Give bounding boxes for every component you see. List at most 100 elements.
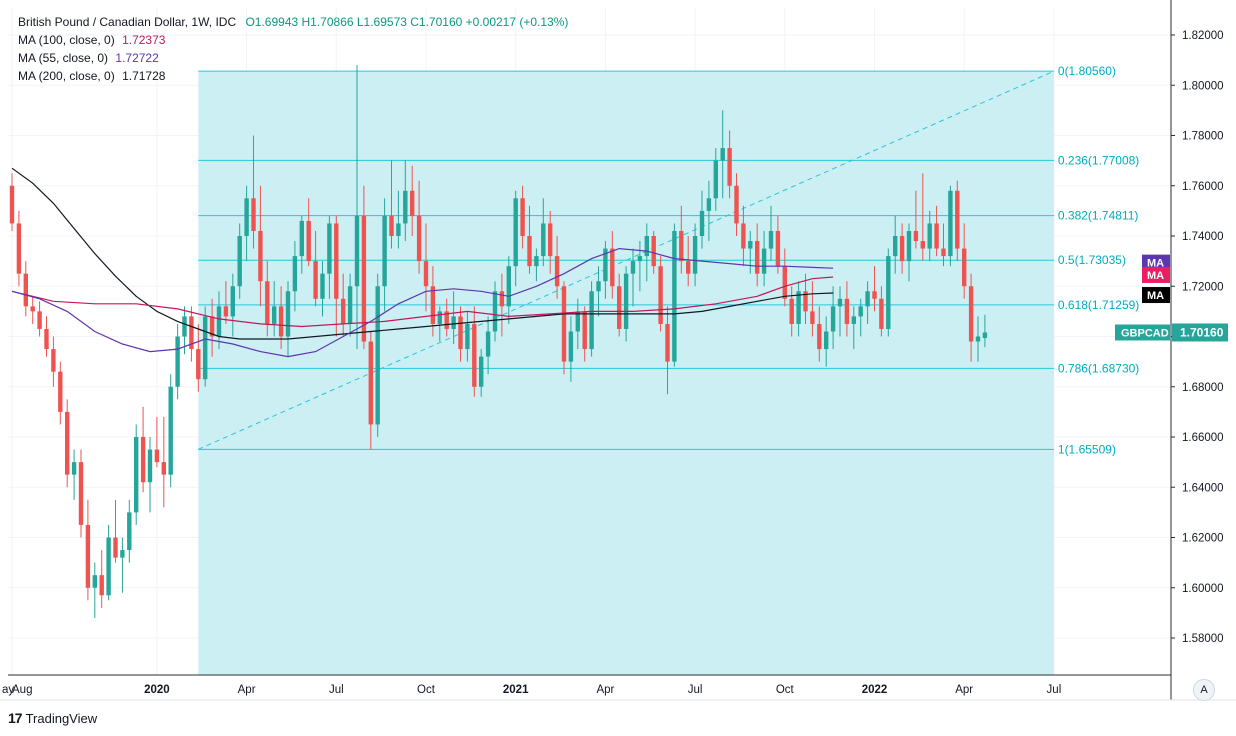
candle-up[interactable] [672, 230, 677, 362]
candle-down[interactable] [37, 311, 42, 329]
candle-up[interactable] [451, 316, 456, 329]
candle-down[interactable] [561, 286, 567, 362]
candle-up[interactable] [106, 537, 111, 596]
candle-down[interactable] [99, 575, 104, 596]
candle-down[interactable] [361, 215, 367, 342]
candle-up[interactable] [320, 273, 325, 299]
candle-down[interactable] [775, 230, 781, 267]
candle-down[interactable] [527, 236, 532, 267]
candle-down[interactable] [416, 215, 422, 262]
candle-up[interactable] [699, 210, 705, 236]
candle-down[interactable] [16, 223, 22, 274]
candle-down[interactable] [934, 223, 939, 249]
candle-down[interactable] [278, 306, 284, 337]
candle-down[interactable] [582, 311, 587, 350]
ma100-line[interactable] [11, 276, 834, 328]
candle-down[interactable] [679, 230, 684, 262]
candle-down[interactable] [9, 185, 15, 224]
candle-up[interactable] [824, 331, 829, 350]
candle-up[interactable] [589, 291, 594, 350]
candle-down[interactable] [341, 298, 346, 324]
candle-down[interactable] [741, 223, 746, 249]
candle-up[interactable] [768, 230, 774, 249]
candle-down[interactable] [23, 273, 28, 307]
candle-down[interactable] [548, 223, 553, 257]
candle-down[interactable] [789, 298, 794, 324]
candle-up[interactable] [796, 291, 801, 324]
candle-up[interactable] [858, 306, 863, 317]
candle-up[interactable] [327, 223, 332, 274]
candle-down[interactable] [651, 236, 656, 267]
candle-down[interactable] [872, 291, 877, 299]
candle-down[interactable] [51, 349, 56, 372]
candle-up[interactable] [568, 331, 574, 362]
candle-down[interactable] [734, 185, 739, 224]
candle-up[interactable] [630, 261, 636, 274]
candle-down[interactable] [658, 266, 663, 324]
candle-down[interactable] [389, 215, 394, 236]
candle-down[interactable] [617, 286, 622, 329]
candle-up[interactable] [127, 512, 132, 551]
ma55-legend-row[interactable]: MA (55, close, 0) 1.72722 [18, 49, 568, 67]
candle-up[interactable] [982, 332, 988, 339]
candle-down[interactable] [920, 241, 925, 249]
fib-retracement-area[interactable] [198, 71, 1054, 676]
candle-up[interactable] [216, 306, 222, 337]
candle-up[interactable] [285, 291, 291, 337]
candle-up[interactable] [830, 306, 836, 332]
candle-up[interactable] [168, 386, 173, 475]
ma200-line[interactable] [11, 167, 834, 340]
candle-down[interactable] [258, 230, 263, 282]
tradingview-brand[interactable]: 17 TradingView [8, 710, 97, 726]
candle-down[interactable] [472, 323, 477, 387]
candle-up[interactable] [479, 356, 484, 387]
candle-down[interactable] [962, 248, 967, 287]
candle-up[interactable] [437, 311, 442, 324]
candle-down[interactable] [554, 256, 560, 287]
candle-up[interactable] [893, 236, 898, 257]
candle-up[interactable] [596, 281, 601, 292]
candle-down[interactable] [113, 537, 118, 558]
candle-up[interactable] [382, 215, 387, 287]
candle-up[interactable] [134, 437, 139, 513]
candle-up[interactable] [541, 223, 546, 257]
candle-down[interactable] [810, 311, 815, 324]
candle-down[interactable] [803, 291, 808, 312]
fib-trend-line[interactable] [198, 70, 1055, 450]
candle-up[interactable] [175, 336, 180, 387]
candle-up[interactable] [92, 575, 97, 588]
candle-up[interactable] [706, 198, 712, 211]
candle-down[interactable] [154, 449, 160, 463]
candle-up[interactable] [644, 236, 649, 257]
candle-down[interactable] [368, 341, 373, 425]
candle-down[interactable] [251, 198, 256, 231]
candle-up[interactable] [927, 223, 932, 249]
ma55-line[interactable] [11, 247, 834, 358]
candle-up[interactable] [71, 462, 77, 475]
candle-down[interactable] [899, 236, 905, 262]
candle-down[interactable] [444, 311, 449, 329]
candle-up[interactable] [692, 236, 698, 274]
candle-down[interactable] [410, 190, 415, 216]
candle-down[interactable] [844, 298, 850, 324]
candle-down[interactable] [879, 298, 884, 329]
candle-up[interactable] [147, 449, 153, 483]
candle-down[interactable] [817, 323, 822, 350]
candle-up[interactable] [182, 316, 187, 337]
candle-up[interactable] [906, 230, 912, 262]
candle-down[interactable] [727, 148, 732, 186]
candle-down[interactable] [430, 286, 436, 324]
candle-down[interactable] [78, 462, 84, 525]
candle-up[interactable] [851, 316, 856, 324]
candle-up[interactable] [575, 311, 580, 332]
candle-up[interactable] [948, 190, 953, 257]
candle-down[interactable] [30, 306, 35, 312]
candle-down[interactable] [520, 198, 525, 236]
candle-down[interactable] [223, 306, 229, 317]
ma200-legend-row[interactable]: MA (200, close, 0) 1.71728 [18, 67, 568, 85]
candle-down[interactable] [65, 411, 70, 475]
candle-up[interactable] [347, 286, 353, 324]
candle-up[interactable] [375, 286, 380, 425]
candle-down[interactable] [196, 349, 201, 380]
